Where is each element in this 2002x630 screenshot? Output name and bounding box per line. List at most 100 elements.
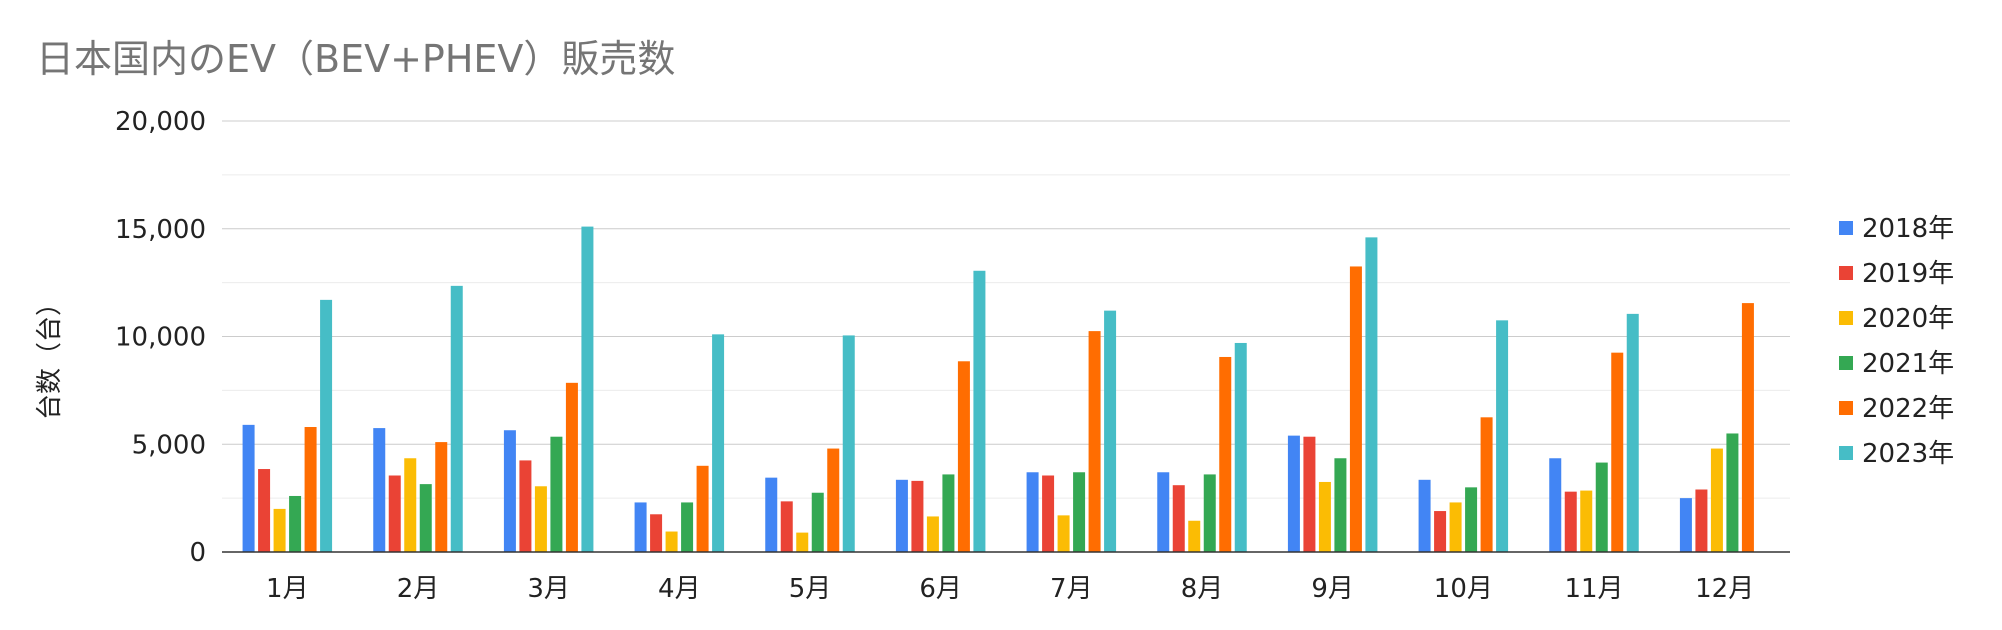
x-tick-label: 7月 [1050,574,1093,604]
bar [973,270,986,552]
bar [1234,342,1247,552]
bar [534,486,547,552]
legend-swatch [1839,356,1853,370]
bar [1549,458,1562,552]
bar [1219,356,1232,552]
x-tick-label: 10月 [1434,574,1493,604]
x-tick-label: 1月 [266,574,309,604]
x-tick-label: 2月 [397,574,440,604]
legend-label: 2021年 [1862,349,1954,379]
bars [242,226,1754,552]
bar [1334,458,1347,552]
bar [665,531,678,552]
bar [811,492,824,552]
bar [827,448,840,552]
bar [242,424,255,552]
bar [1679,498,1692,552]
bar [435,442,448,552]
legend-swatch [1839,401,1853,415]
bar [320,299,333,552]
x-tick-label: 5月 [789,574,832,604]
gridlines [222,120,1790,553]
x-axis-ticks: 1月 2月 3月 4月 5月 6月 7月 8月 9月 10月 11月 12月 [266,574,1754,604]
bar [1157,472,1170,552]
bar [1188,520,1201,552]
bar [550,436,563,552]
bar [1365,237,1378,552]
bar [419,484,432,552]
bar [450,285,463,552]
bar [895,479,908,552]
legend-label: 2023年 [1862,439,1954,469]
bar [565,382,578,552]
bar [373,428,386,552]
y-tick-label: 10,000 [115,323,206,353]
bar [1287,435,1300,552]
bar [1695,489,1708,552]
bar [681,502,694,552]
legend-label: 2018年 [1862,214,1954,244]
y-axis-label: 台数（台） [35,290,65,420]
bar [1626,313,1639,552]
bar [1595,462,1608,552]
bar [712,334,725,552]
bar [1042,475,1055,552]
legend-label: 2022年 [1862,394,1954,424]
bar [304,427,317,552]
legend-label: 2020年 [1862,304,1954,334]
bar [1726,433,1739,552]
bar [388,475,401,552]
y-tick-label: 0 [189,538,206,568]
legend: 2018年 2019年 2020年 2021年 2022年 2023年 [1839,214,1954,469]
bar [926,516,939,552]
bar [1088,331,1101,552]
bar [1496,320,1509,552]
bar [1449,502,1462,552]
bar [780,501,793,552]
bar [957,361,970,552]
bar [765,477,778,552]
bar [1172,485,1185,552]
bar [1073,472,1086,552]
bar [1480,417,1493,552]
bar [1611,352,1624,552]
y-tick-label: 5,000 [132,430,206,460]
y-tick-label: 20,000 [115,107,206,137]
bar [1104,310,1117,552]
legend-label: 2019年 [1862,259,1954,289]
bar [634,502,647,552]
bar [1710,448,1723,552]
bar [503,430,516,552]
legend-swatch [1839,266,1853,280]
y-axis-ticks: 0 5,000 10,000 15,000 20,000 [115,107,206,568]
bar [1318,481,1331,552]
bar [650,514,663,552]
bar [796,532,809,552]
bar [404,458,417,552]
bar [1418,479,1431,552]
bar [1349,266,1362,552]
x-tick-label: 12月 [1695,574,1754,604]
bar [911,480,924,552]
bar [1057,515,1070,552]
x-tick-label: 6月 [919,574,962,604]
legend-swatch [1839,311,1853,325]
y-tick-label: 15,000 [115,215,206,245]
x-tick-label: 8月 [1181,574,1224,604]
bar [289,495,302,552]
bar [273,508,286,552]
x-tick-label: 9月 [1311,574,1354,604]
bar [1203,474,1216,552]
x-tick-label: 4月 [658,574,701,604]
chart-title: 日本国内のEV（BEV+PHEV）販売数 [36,37,675,81]
bar [1564,491,1577,552]
bar [1465,487,1478,552]
bar [1434,511,1447,552]
bar [942,474,955,552]
bar [1303,436,1316,552]
bar [1741,303,1754,552]
bar [1580,490,1593,552]
legend-swatch [1839,446,1853,460]
bar [1026,472,1039,552]
bar [258,469,271,552]
